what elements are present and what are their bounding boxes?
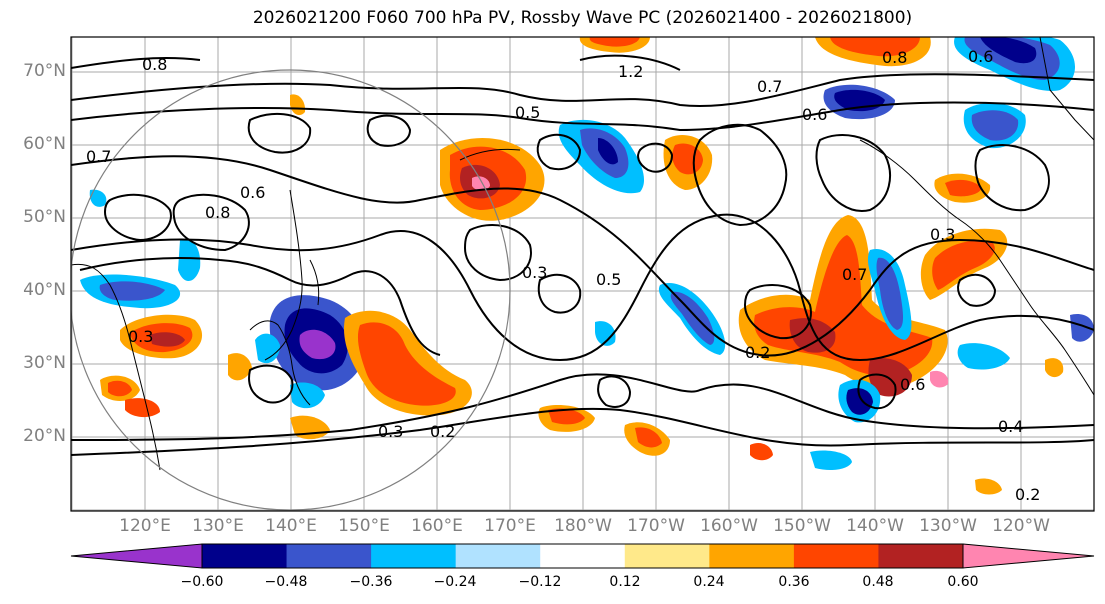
lon-label: 160°E: [411, 516, 463, 536]
contour-label: 0.5: [515, 103, 540, 122]
map-border: [70, 36, 1095, 512]
lon-label: 150°E: [338, 516, 390, 536]
contour-label: 0.4: [998, 417, 1023, 436]
colorbar-tick: 0.24: [693, 574, 725, 590]
contour-label: 0.3: [522, 263, 547, 282]
colorbar-segment: [878, 544, 964, 568]
lat-label: 60°N: [23, 134, 66, 154]
contour-label: 0.3: [930, 225, 955, 244]
colorbar-segment: [286, 544, 372, 568]
chart-title: 2026021200 F060 700 hPa PV, Rossby Wave …: [252, 8, 913, 28]
contour-label: 0.3: [378, 422, 403, 441]
colorbar-tick: 0.12: [609, 574, 641, 590]
colorbar-segment: [202, 544, 288, 568]
coastlines: [71, 37, 1094, 471]
lon-label: 170°W: [627, 516, 685, 536]
lon-label: 130°W: [919, 516, 977, 536]
lon-label: 120°W: [992, 516, 1050, 536]
contour-label: 0.2: [430, 422, 455, 441]
contour-label: 0.7: [86, 147, 111, 166]
lat-label: 20°N: [23, 426, 66, 446]
contour-label: 0.5: [596, 270, 621, 289]
colorbar-tick: 0.60: [947, 574, 979, 590]
contour-label: 0.2: [1015, 485, 1040, 504]
lat-label: 40°N: [23, 280, 66, 300]
colorbar-segments: [71, 544, 1094, 568]
lon-label: 140°E: [265, 516, 317, 536]
lon-label: 170°E: [484, 516, 536, 536]
colorbar-tick: −0.36: [349, 574, 393, 590]
contour-label: 1.2: [618, 62, 643, 81]
lon-label: 180°W: [554, 516, 612, 536]
lon-label: 120°E: [119, 516, 171, 536]
contour-label: 0.8: [882, 48, 907, 67]
lon-label: 160°W: [700, 516, 758, 536]
contour-label: 0.7: [757, 77, 782, 96]
pv-contour-lines: [71, 54, 1094, 456]
lon-label: 140°W: [846, 516, 904, 536]
great-circle: [71, 69, 511, 511]
lat-label: 50°N: [23, 207, 66, 227]
colorbar-segment: [540, 544, 626, 568]
colorbar-segment: [455, 544, 541, 568]
contour-label: 0.7: [842, 265, 867, 284]
colorbar-tick: −0.12: [518, 574, 562, 590]
contour-label: 0.6: [802, 105, 827, 124]
colorbar-segment: [963, 544, 1094, 568]
colorbar-segment: [371, 544, 457, 568]
colorbar-tick: −0.60: [180, 574, 224, 590]
colorbar-outline-right: [962, 543, 1095, 569]
colorbar-tick: 0.36: [778, 574, 810, 590]
colorbar-segment: [793, 544, 879, 568]
contour-label: 0.6: [240, 183, 265, 202]
colorbar-segment: [624, 544, 710, 568]
colorbar-tick: −0.24: [433, 574, 477, 590]
contour-label: 0.8: [142, 55, 167, 74]
colorbar-tick: −0.48: [264, 574, 308, 590]
lon-label: 150°W: [773, 516, 831, 536]
contour-label: 0.3: [128, 327, 153, 346]
colorbar-tick: 0.48: [862, 574, 894, 590]
lat-label: 30°N: [23, 353, 66, 373]
colorbar-segment: [709, 544, 795, 568]
lat-label: 70°N: [23, 61, 66, 81]
contour-label: 0.6: [968, 47, 993, 66]
contour-label-group: 1.2 0.7 0.8 0.6 0.7 0.6 0.8 0.5 0.3 0.5 …: [86, 47, 1040, 504]
contour-label: 0.8: [205, 203, 230, 222]
contour-label: 0.6: [900, 375, 925, 394]
lon-label: 130°E: [192, 516, 244, 536]
pv-anomaly-fills: [80, 37, 1094, 495]
contour-label: 0.2: [745, 343, 770, 362]
colorbar-segment: [71, 544, 202, 568]
